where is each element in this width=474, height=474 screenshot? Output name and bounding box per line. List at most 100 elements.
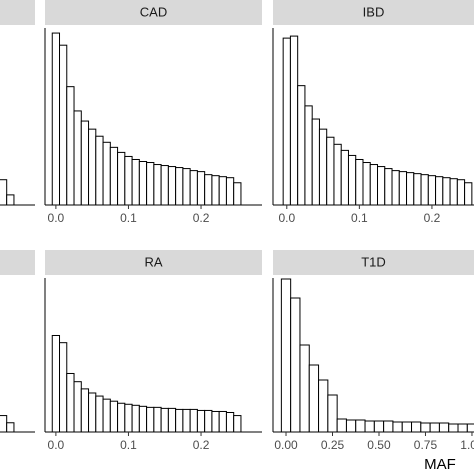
x-tick-label: 0.1 [120,211,137,225]
bar [51,32,61,206]
bar [464,182,473,206]
bar [391,170,400,206]
bar [189,408,198,433]
bar [124,403,133,433]
bar [369,164,379,206]
bar [308,364,320,433]
bar [438,422,450,433]
x-tick-label: 0.2 [193,211,210,225]
bar [59,342,68,433]
bar [0,179,8,206]
bar [153,406,162,433]
bar [304,105,313,206]
bar [102,141,111,206]
bar [153,164,162,206]
bar [218,176,227,206]
strip [273,250,474,275]
bar [336,418,347,433]
bar [73,381,82,433]
strip [0,250,35,275]
bar [442,177,451,206]
strip [45,0,262,25]
bar [6,422,15,433]
bar [318,379,329,433]
bar [189,170,198,206]
bar [398,171,408,206]
bar [364,420,375,433]
bar [80,120,90,206]
bar [373,420,385,433]
bar [413,173,422,206]
bar [280,278,292,433]
bar [0,415,8,433]
bar [196,171,206,206]
bar [146,406,155,433]
bar [225,177,235,206]
bar [175,167,184,206]
bar [124,155,133,206]
bar [196,409,206,433]
bar [420,174,429,206]
bar [51,334,61,433]
bar [117,151,126,206]
bar [326,136,335,206]
strip [273,0,474,25]
bar [167,407,177,433]
bar [340,149,349,206]
strip [45,250,262,275]
bar [355,158,364,206]
bar [175,408,184,433]
bar [211,175,220,206]
x-tick-label: 0.0 [48,211,65,225]
bar [333,143,342,206]
bar [233,415,242,433]
x-tick-label: 0.2 [424,211,441,225]
bar [392,421,403,433]
bar [131,404,140,433]
bar [204,174,213,206]
x-tick-label: 0.1 [351,211,368,225]
bar [109,146,119,206]
bar [182,408,191,433]
bar [225,411,235,433]
bar [429,422,440,433]
bar [457,423,468,433]
x-tick-label: 1.00 [460,438,474,452]
bar [347,154,357,206]
bar [420,422,431,433]
bar [290,297,301,433]
x-tick-label: 0.2 [193,438,210,452]
bar [448,423,459,433]
bar [449,178,458,206]
bar [182,168,191,206]
bar [218,410,227,433]
strip [0,0,35,25]
bar [138,405,148,433]
panel-title: IBD [363,4,385,19]
bar [345,419,357,433]
x-tick-label: 0.00 [274,438,298,452]
bar [289,35,299,206]
bar [138,161,148,206]
panel-title: T1D [361,254,386,269]
bar [102,398,111,433]
bar [456,179,466,206]
bar [299,344,310,433]
bar [80,388,90,433]
bar [362,162,371,206]
x-tick-label: 0.75 [414,438,438,452]
bar [88,128,97,206]
bar [297,85,306,206]
bar [95,135,104,206]
bar [466,423,474,433]
bar [146,162,155,206]
bar [160,165,169,206]
bar [160,407,169,433]
bar [73,110,82,206]
bar [95,395,104,433]
bar [204,409,213,433]
bar [6,194,15,206]
bar [411,421,422,433]
bar [318,128,328,206]
